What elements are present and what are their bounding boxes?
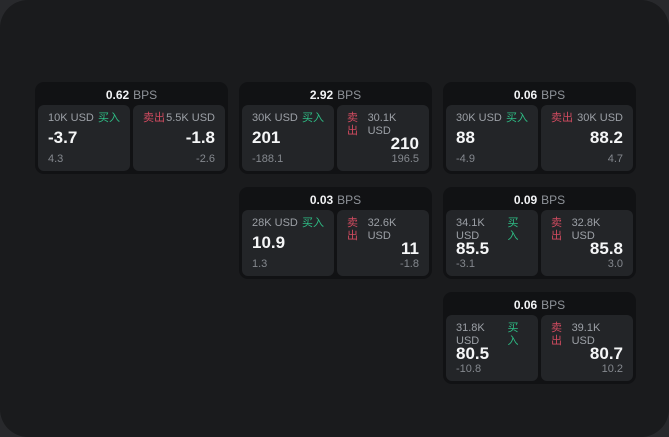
quote-card-body: 34.1K USD 买入 85.5 -3.1 卖出 32.8K USD 85.8… [446, 210, 633, 276]
sell-amount: 39.1K USD [571, 322, 601, 347]
sell-price: 88.2 [589, 127, 623, 147]
quote-card: 2.92 BPS 30K USD 买入 201 -188.1 卖出 30.1K … [239, 82, 432, 174]
bps-value: 0.06 [513, 88, 538, 102]
buy-label: 买入 [506, 112, 528, 124]
buy-quote-tile[interactable]: 30K USD 买入 88 -4.9 [446, 105, 538, 171]
bps-unit-label: BPS [133, 88, 158, 102]
quote-card-grid: 0.62 BPS 10K USD 买入 -3.7 4.3 卖出 5.5K USD [35, 82, 636, 384]
quote-card-body: 30K USD 买入 88 -4.9 卖出 30K USD 88.2 4.7 [446, 105, 633, 171]
sell-quote-tile[interactable]: 卖出 39.1K USD 80.7 10.2 [541, 315, 633, 381]
sell-delta: 3.0 [607, 258, 623, 270]
sell-amount: 32.6K USD [367, 217, 397, 242]
bps-unit-label: BPS [337, 193, 362, 207]
bps-header: 0.06 BPS [446, 85, 633, 105]
sell-amount: 5.5K USD [166, 112, 215, 124]
quote-card-body: 28K USD 买入 10.9 1.3 卖出 32.6K USD 11 -1.8 [242, 210, 429, 276]
buy-amount: 10K USD [48, 112, 94, 124]
sell-quote-tile[interactable]: 卖出 32.8K USD 85.8 3.0 [541, 210, 633, 276]
sell-delta: -2.6 [196, 153, 215, 165]
sell-price: 85.8 [589, 239, 623, 258]
buy-label: 买入 [98, 112, 120, 124]
sell-label: 卖出 [347, 217, 358, 242]
buy-quote-tile[interactable]: 31.8K USD 买入 80.5 -10.8 [446, 315, 538, 381]
buy-delta: -10.8 [456, 363, 482, 375]
buy-price: 201 [252, 127, 281, 147]
sell-amount: 32.8K USD [571, 217, 601, 242]
bps-unit-label: BPS [541, 88, 566, 102]
buy-price: 88 [456, 127, 475, 147]
sell-price: 11 [401, 239, 419, 258]
bps-header: 0.09 BPS [446, 190, 633, 210]
sell-quote-tile[interactable]: 卖出 30K USD 88.2 4.7 [541, 105, 633, 171]
sell-delta: 10.2 [601, 363, 623, 375]
sell-delta: 4.7 [607, 153, 623, 165]
sell-label: 卖出 [551, 112, 573, 124]
buy-price: 85.5 [456, 239, 490, 258]
sell-delta: -1.8 [400, 258, 419, 270]
quote-card: 0.06 BPS 30K USD 买入 88 -4.9 卖出 30K USD [443, 82, 636, 174]
sell-amount: 30.1K USD [367, 112, 397, 137]
buy-price: 80.5 [456, 344, 490, 363]
quote-card: 0.06 BPS 31.8K USD 买入 80.5 -10.8 卖出 39.1… [443, 292, 636, 384]
quote-card-body: 31.8K USD 买入 80.5 -10.8 卖出 39.1K USD 80.… [446, 315, 633, 381]
sell-label: 卖出 [143, 112, 165, 124]
sell-amount: 30K USD [577, 112, 623, 124]
sell-quote-tile[interactable]: 卖出 5.5K USD -1.8 -2.6 [133, 105, 225, 171]
buy-quote-tile[interactable]: 28K USD 买入 10.9 1.3 [242, 210, 334, 276]
quote-card: 0.62 BPS 10K USD 买入 -3.7 4.3 卖出 5.5K USD [35, 82, 228, 174]
buy-label: 买入 [507, 217, 519, 242]
sell-label: 卖出 [551, 322, 562, 347]
buy-quote-tile[interactable]: 10K USD 买入 -3.7 4.3 [38, 105, 130, 171]
sell-price: 210 [390, 134, 419, 153]
buy-label: 买入 [507, 322, 519, 347]
buy-amount: 30K USD [456, 112, 502, 124]
bps-header: 2.92 BPS [242, 85, 429, 105]
quote-card-body: 30K USD 买入 201 -188.1 卖出 30.1K USD 210 1… [242, 105, 429, 171]
buy-quote-tile[interactable]: 30K USD 买入 201 -188.1 [242, 105, 334, 171]
sell-quote-tile[interactable]: 卖出 30.1K USD 210 196.5 [337, 105, 429, 171]
bps-value: 2.92 [309, 88, 334, 102]
sell-price: 80.7 [589, 344, 623, 363]
buy-delta: 1.3 [252, 258, 268, 270]
sell-label: 卖出 [347, 112, 358, 137]
bps-header: 0.03 BPS [242, 190, 429, 210]
bps-unit-label: BPS [541, 298, 566, 312]
quote-card-body: 10K USD 买入 -3.7 4.3 卖出 5.5K USD -1.8 -2.… [38, 105, 225, 171]
buy-amount: 34.1K USD [456, 217, 485, 242]
buy-delta: -3.1 [456, 258, 475, 270]
quote-card: 0.03 BPS 28K USD 买入 10.9 1.3 卖出 32.6K US… [239, 187, 432, 279]
buy-quote-tile[interactable]: 34.1K USD 买入 85.5 -3.1 [446, 210, 538, 276]
bps-header: 0.62 BPS [38, 85, 225, 105]
sell-quote-tile[interactable]: 卖出 32.6K USD 11 -1.8 [337, 210, 429, 276]
bps-unit-label: BPS [337, 88, 362, 102]
bps-value: 0.09 [513, 193, 538, 207]
bps-value: 0.62 [105, 88, 130, 102]
buy-price: 10.9 [252, 232, 286, 252]
buy-amount: 30K USD [252, 112, 298, 124]
quote-card: 0.09 BPS 34.1K USD 买入 85.5 -3.1 卖出 32.8K… [443, 187, 636, 279]
buy-delta: -188.1 [252, 153, 284, 165]
buy-delta: -4.9 [456, 153, 475, 165]
sell-price: -1.8 [185, 127, 215, 147]
buy-label: 买入 [302, 217, 324, 229]
buy-delta: 4.3 [48, 153, 64, 165]
bps-value: 0.06 [513, 298, 538, 312]
bps-header: 0.06 BPS [446, 295, 633, 315]
bps-value: 0.03 [309, 193, 334, 207]
bps-unit-label: BPS [541, 193, 566, 207]
sell-label: 卖出 [551, 217, 562, 242]
buy-amount: 31.8K USD [456, 322, 485, 347]
buy-amount: 28K USD [252, 217, 298, 229]
sell-delta: 196.5 [391, 153, 419, 165]
buy-price: -3.7 [48, 127, 78, 147]
buy-label: 买入 [302, 112, 324, 124]
